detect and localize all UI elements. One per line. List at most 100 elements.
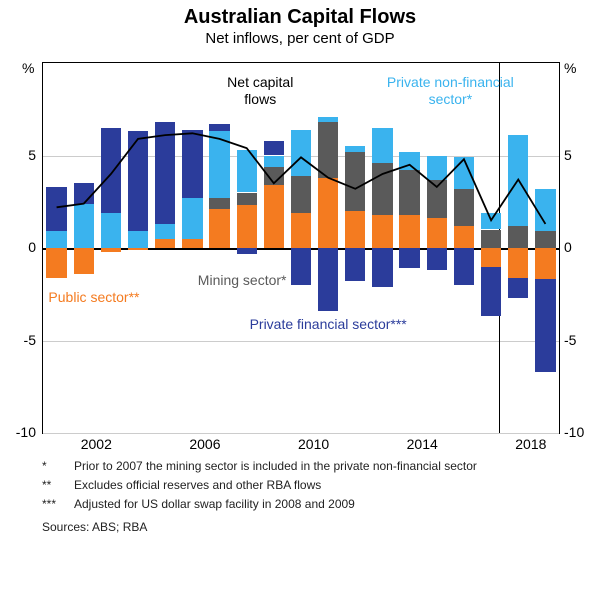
bar-public xyxy=(318,178,338,248)
y-tick-left: -10 xyxy=(0,424,36,440)
y-tick-left: -5 xyxy=(0,332,36,348)
bar-priv_nonfin xyxy=(345,146,365,152)
label-pfin: Private financial sector*** xyxy=(250,316,407,332)
bar-priv_nonfin xyxy=(74,204,94,248)
bar-mining xyxy=(372,163,392,215)
bar-public xyxy=(372,215,392,248)
bar-priv_fin xyxy=(264,141,284,156)
bar-public xyxy=(535,248,555,279)
sources-label: Sources: xyxy=(42,520,89,534)
bar-public xyxy=(508,248,528,278)
bar-priv_fin xyxy=(128,131,148,231)
bar-public xyxy=(237,205,257,248)
sources: ABS; RBA xyxy=(92,520,147,534)
bar-public xyxy=(128,248,148,250)
bar-priv_fin xyxy=(427,248,447,270)
x-tick-label: 2018 xyxy=(515,436,546,452)
y-tick-right: 5 xyxy=(564,147,572,163)
bar-priv_nonfin xyxy=(264,156,284,167)
bar-priv_nonfin xyxy=(508,135,528,226)
bar-public xyxy=(399,215,419,248)
bar-priv_fin xyxy=(209,124,229,131)
bar-priv_nonfin xyxy=(101,213,121,248)
footnote-mark: * xyxy=(42,458,74,474)
gridline xyxy=(43,433,559,434)
bar-priv_nonfin xyxy=(237,150,257,193)
chart-container: Australian Capital Flows Net inflows, pe… xyxy=(0,0,600,598)
bar-public xyxy=(454,226,474,248)
footnote-text: Prior to 2007 the mining sector is inclu… xyxy=(74,458,584,474)
label-pnf: Private non-financial xyxy=(387,74,514,90)
bar-public xyxy=(101,248,121,252)
bar-public xyxy=(345,211,365,248)
bar-mining xyxy=(291,176,311,213)
bar-mining xyxy=(508,226,528,248)
chart-subtitle: Net inflows, per cent of GDP xyxy=(0,30,600,47)
bar-mining xyxy=(209,198,229,209)
bar-priv_fin xyxy=(182,130,202,198)
footnotes: *Prior to 2007 the mining sector is incl… xyxy=(42,458,588,535)
bar-priv_fin xyxy=(345,248,365,281)
bar-public xyxy=(209,209,229,248)
bar-priv_fin xyxy=(291,248,311,285)
y-tick-right: -10 xyxy=(564,424,584,440)
bar-mining xyxy=(345,152,365,211)
bar-priv_fin xyxy=(46,187,66,231)
gridline xyxy=(43,341,559,342)
bar-public xyxy=(427,218,447,248)
bar-priv_fin xyxy=(318,248,338,311)
bar-priv_nonfin xyxy=(372,128,392,163)
bar-priv_fin xyxy=(155,122,175,224)
x-tick-label: 2006 xyxy=(189,436,220,452)
bar-public xyxy=(481,248,501,267)
bar-priv_fin xyxy=(399,248,419,268)
bar-priv_fin xyxy=(74,183,94,203)
bar-mining xyxy=(399,170,419,214)
bar-mining xyxy=(237,193,257,206)
label-public: Public sector** xyxy=(48,289,139,305)
bar-mining xyxy=(454,189,474,226)
bar-mining xyxy=(318,122,338,178)
bar-public xyxy=(46,248,66,278)
bar-mining xyxy=(427,180,447,219)
y-unit: % xyxy=(564,60,576,76)
label-mining: Mining sector* xyxy=(198,272,287,288)
x-tick-label: 2014 xyxy=(407,436,438,452)
bar-priv_fin xyxy=(481,267,501,317)
x-tick-label: 2002 xyxy=(81,436,112,452)
plot-area: Net capitalflowsPrivate non-financialsec… xyxy=(42,62,560,434)
bar-priv_fin xyxy=(237,248,257,254)
bar-public xyxy=(182,239,202,248)
y-unit: % xyxy=(22,60,34,76)
bar-priv_nonfin xyxy=(291,130,311,176)
bar-priv_nonfin xyxy=(155,224,175,239)
bar-priv_nonfin xyxy=(46,231,66,248)
bar-mining xyxy=(535,231,555,248)
bar-priv_fin xyxy=(508,278,528,298)
bar-priv_nonfin xyxy=(182,198,202,239)
bar-priv_nonfin xyxy=(128,231,148,248)
footnote-mark: *** xyxy=(42,496,74,512)
label-net-capital2: flows xyxy=(244,91,276,107)
bar-public xyxy=(291,213,311,248)
y-tick-right: -5 xyxy=(564,332,576,348)
bar-priv_fin xyxy=(372,248,392,287)
y-tick-left: 0 xyxy=(0,239,36,255)
bar-priv_nonfin xyxy=(454,157,474,188)
bar-mining xyxy=(481,230,501,249)
label-pnf2: sector* xyxy=(429,91,473,107)
bar-priv_nonfin xyxy=(535,189,555,232)
bar-priv_nonfin xyxy=(399,152,419,171)
bar-public xyxy=(155,239,175,248)
bar-public xyxy=(74,248,94,274)
x-tick-label: 2010 xyxy=(298,436,329,452)
bar-priv_nonfin xyxy=(318,117,338,123)
footnote-text: Adjusted for US dollar swap facility in … xyxy=(74,496,584,512)
bar-priv_nonfin xyxy=(427,156,447,180)
footnote-text: Excludes official reserves and other RBA… xyxy=(74,477,584,493)
y-tick-left: 5 xyxy=(0,147,36,163)
y-tick-right: 0 xyxy=(564,239,572,255)
bar-priv_nonfin xyxy=(209,131,229,198)
bar-public xyxy=(264,185,284,248)
bar-priv_fin xyxy=(535,279,555,372)
